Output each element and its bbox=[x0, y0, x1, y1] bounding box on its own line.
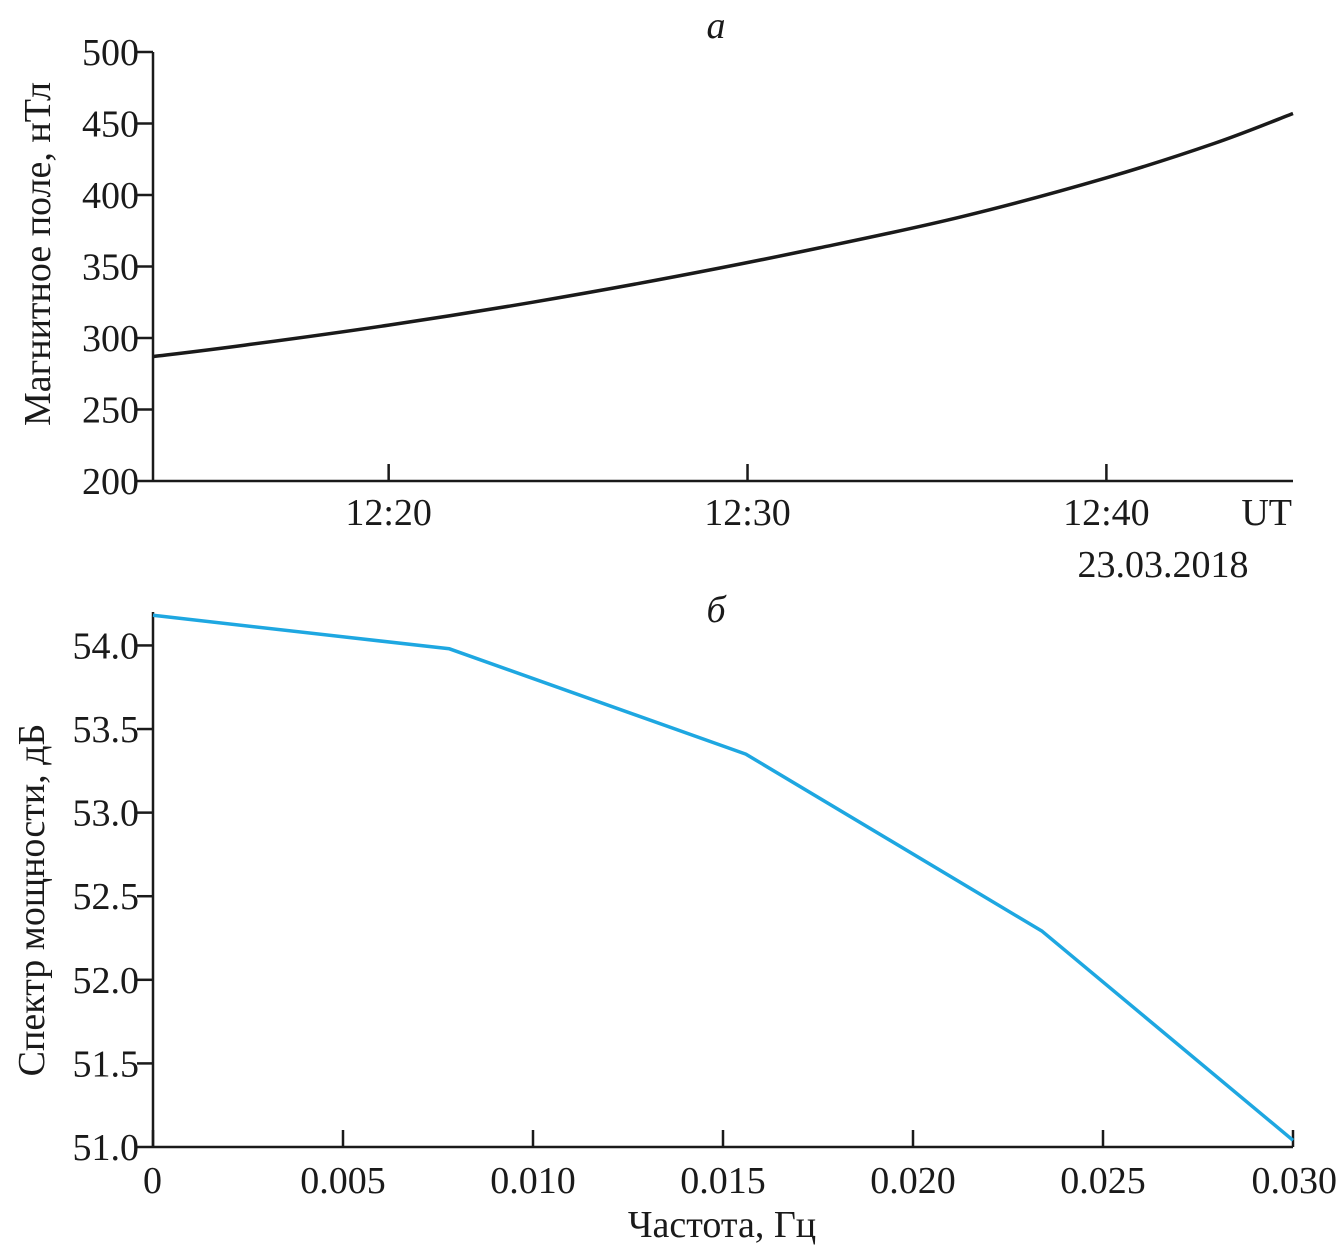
panel-b-y-axis-title: Спектр мощности, дБ bbox=[11, 724, 53, 1077]
panel-a-y-tick-label: 200 bbox=[82, 461, 139, 503]
panel-b-title: б bbox=[706, 589, 727, 631]
panel-b-y-tick-label: 53.0 bbox=[73, 793, 140, 835]
panel-b-x-ticks: 0 0.005 0.010 0.015 0.020 0.025 0.030 bbox=[143, 1130, 1337, 1202]
panel-b-x-tick-label: 0.015 bbox=[680, 1160, 766, 1202]
panel-b-x-tick-label: 0.020 bbox=[870, 1160, 956, 1202]
panel-a-date-label: 23.03.2018 bbox=[1078, 544, 1249, 586]
panel-a-x-tick-label: 12:30 bbox=[704, 492, 791, 534]
panel-b-spectrum-line bbox=[152, 613, 1295, 1142]
panel-b-y-tick-label: 51.5 bbox=[73, 1043, 140, 1085]
panel-a-y-tick-label: 350 bbox=[82, 247, 139, 289]
panel-b-x-tick-label: 0.010 bbox=[490, 1160, 576, 1202]
panel-b-y-tick-label: 51.0 bbox=[73, 1127, 140, 1169]
panel-a-y-tick-label: 500 bbox=[82, 32, 139, 74]
panel-a-x-tick-label: 12:20 bbox=[345, 492, 432, 534]
panel-b-power-spectrum: б 51.0 51.5 52.0 52.5 53.0 53.5 54.0 0 0.005 0.0… bbox=[11, 589, 1337, 1246]
panel-a-y-tick-label: 300 bbox=[82, 318, 139, 360]
panel-b-y-tick-label: 52.5 bbox=[73, 876, 140, 918]
panel-b-x-tick-label: 0 bbox=[143, 1160, 162, 1202]
panel-a-x-ticks: 12:20 12:30 12:40 bbox=[345, 464, 1150, 534]
panel-a-field-line bbox=[152, 111, 1294, 359]
panel-a-x-unit-label: UT bbox=[1241, 492, 1292, 534]
panel-b-y-tick-label: 54.0 bbox=[73, 625, 140, 667]
panel-b-y-tick-label: 52.0 bbox=[73, 960, 140, 1002]
panel-b-y-ticks: 51.0 51.5 52.0 52.5 53.0 53.5 54.0 bbox=[73, 625, 153, 1169]
panel-b-x-tick-label: 0.025 bbox=[1060, 1160, 1146, 1202]
panel-a-title: а bbox=[707, 5, 726, 47]
panel-a-x-tick-label: 12:40 bbox=[1063, 492, 1150, 534]
panel-a-y-axis-title: Магнитное поле, нТл bbox=[17, 82, 59, 426]
panel-b-x-axis-title: Частота, Гц bbox=[628, 1204, 816, 1246]
panel-b-y-tick-label: 53.5 bbox=[73, 709, 140, 751]
panel-a-y-tick-label: 450 bbox=[82, 104, 139, 146]
panel-a-y-tick-label: 400 bbox=[82, 175, 139, 217]
panel-a-y-ticks: 200 250 300 350 400 450 500 bbox=[82, 32, 153, 503]
panel-b-x-tick-label: 0.030 bbox=[1252, 1160, 1338, 1202]
panel-b-x-tick-label: 0.005 bbox=[300, 1160, 386, 1202]
panel-a-y-tick-label: 250 bbox=[82, 390, 139, 432]
